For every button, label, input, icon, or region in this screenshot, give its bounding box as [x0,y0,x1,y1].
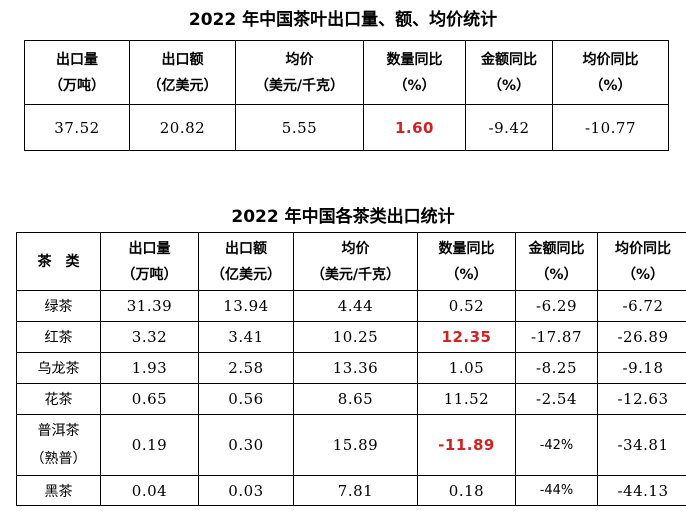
table-row: 花茶 0.65 0.56 8.65 11.52 -2.54 -12.63 [16,383,686,415]
header-average-price: 均价 （美元/千克） [293,232,418,291]
header-export-value: 出口额 （亿美元） [129,40,236,105]
header-price-yoy: 均价同比 （%） [597,232,686,291]
cell-value-yoy: -42% [515,414,598,476]
cell-tea-name: 黑茶 [16,475,101,506]
table-row: 乌龙茶 1.93 2.58 13.36 1.05 -8.25 -9.18 [16,352,686,384]
cell-volume-yoy: 1.05 [417,352,516,384]
table1-title: 2022 年中国茶叶出口量、额、均价统计 [188,10,498,30]
cell-volume-yoy: 0.52 [417,290,516,322]
cell-export-volume: 3.32 [100,321,199,353]
cell-volume-yoy: 11.52 [417,383,516,415]
cell-value-yoy: -6.29 [515,290,598,322]
cell-export-volume: 37.52 [24,104,130,151]
cell-export-value: 3.41 [198,321,294,353]
cell-value-yoy: -9.42 [465,104,553,151]
cell-price-yoy: -12.63 [597,383,686,415]
header-average-price: 均价 （美元/千克） [235,40,364,105]
cell-value-yoy: -17.87 [515,321,598,353]
cell-export-value: 13.94 [198,290,294,322]
header-export-volume: 出口量 （万吨） [100,232,199,291]
cell-export-value: 2.58 [198,352,294,384]
cell-tea-name: 普洱茶 （熟普） [16,414,101,476]
header-tea-category: 茶 类 [16,232,101,291]
cell-export-value: 0.30 [198,414,294,476]
cell-price-yoy: -10.77 [552,104,669,151]
table-row: 黑茶 0.04 0.03 7.81 0.18 -44% -44.13 [16,475,686,506]
cell-value-yoy: -44% [515,475,598,506]
cell-price-yoy: -26.89 [597,321,686,353]
table-row: 普洱茶 （熟普） 0.19 0.30 15.89 -11.89 -42% -34.… [16,414,686,476]
cell-tea-name: 乌龙茶 [16,352,101,384]
cell-tea-name: 绿茶 [16,290,101,322]
cell-export-value: 20.82 [129,104,236,151]
cell-value-yoy: -2.54 [515,383,598,415]
cell-value-yoy: -8.25 [515,352,598,384]
header-price-yoy: 均价同比 （%） [552,40,669,105]
cell-export-volume: 31.39 [100,290,199,322]
cell-price-yoy: -6.72 [597,290,686,322]
cell-price-yoy: -44.13 [597,475,686,506]
cell-price-yoy: -9.18 [597,352,686,384]
cell-volume-yoy: 1.60 [363,104,466,151]
cell-average-price: 5.55 [235,104,364,151]
table-header-row: 出口量 （万吨） 出口额 （亿美元） 均价 （美元/千克） 数量同比 （%） 金额同比（… [24,40,669,105]
cell-volume-yoy: 12.35 [417,321,516,353]
table2-title: 2022 年中国各茶类出口统计 [231,207,455,227]
table-header-row: 茶 类 出口量 （万吨） 出口额 （亿美元） 均价 （美元/千克） 数量同比 （%） 金… [16,232,686,291]
header-volume-yoy: 数量同比 （%） [417,232,516,291]
cell-average-price: 13.36 [293,352,418,384]
cell-average-price: 15.89 [293,414,418,476]
cell-export-value: 0.03 [198,475,294,506]
cell-volume-yoy: 0.18 [417,475,516,506]
cell-price-yoy: -34.81 [597,414,686,476]
cell-average-price: 7.81 [293,475,418,506]
table-row: 37.52 20.82 5.55 1.60 -9.42 -10.77 [24,104,669,151]
cell-export-volume: 0.04 [100,475,199,506]
table-row: 红茶 3.32 3.41 10.25 12.35 -17.87 -26.89 [16,321,686,353]
header-export-volume: 出口量 （万吨） [24,40,130,105]
table-row: 绿茶 31.39 13.94 4.44 0.52 -6.29 -6.72 [16,290,686,322]
cell-export-volume: 0.19 [100,414,199,476]
cell-average-price: 10.25 [293,321,418,353]
cell-export-value: 0.56 [198,383,294,415]
cell-export-volume: 1.93 [100,352,199,384]
header-value-yoy: 金额同比 （%） [465,40,553,105]
header-export-value: 出口额 （亿美元） [198,232,294,291]
header-volume-yoy: 数量同比 （%） [363,40,466,105]
cell-tea-name: 花茶 [16,383,101,415]
cell-tea-name: 红茶 [16,321,101,353]
tea-category-export-table: 茶 类 出口量 （万吨） 出口额 （亿美元） 均价 （美元/千克） 数量同比 （%） 金… [16,232,686,506]
export-summary-table: 出口量 （万吨） 出口额 （亿美元） 均价 （美元/千克） 数量同比 （%） 金额同比（… [24,40,669,151]
cell-export-volume: 0.65 [100,383,199,415]
cell-average-price: 4.44 [293,290,418,322]
cell-volume-yoy: -11.89 [417,414,516,476]
header-value-yoy: 金额同比 （%） [515,232,598,291]
cell-average-price: 8.65 [293,383,418,415]
